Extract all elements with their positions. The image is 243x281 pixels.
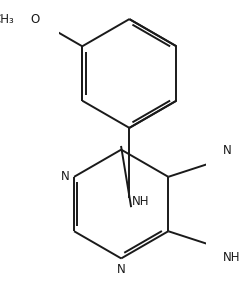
Text: N: N xyxy=(117,263,126,276)
Text: NH: NH xyxy=(132,195,150,208)
Text: O: O xyxy=(31,13,40,26)
Text: NH: NH xyxy=(223,251,241,264)
Text: N: N xyxy=(223,144,232,157)
Text: CH₃: CH₃ xyxy=(0,13,15,26)
Text: N: N xyxy=(61,170,70,183)
